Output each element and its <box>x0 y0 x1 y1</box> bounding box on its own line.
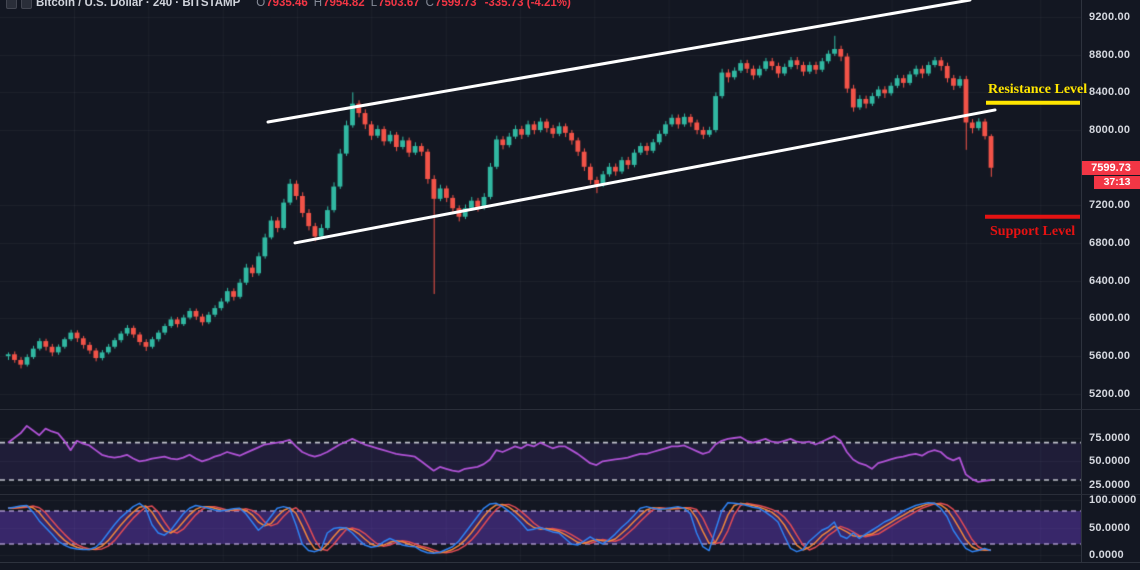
low-label: L <box>370 0 378 9</box>
close-value: 7599.73 <box>434 0 477 9</box>
legend-visibility-icon[interactable] <box>6 0 17 9</box>
time-axis[interactable] <box>0 562 1140 570</box>
price-tick-label: 8000.00 <box>1089 124 1131 137</box>
price-tick-label: 7200.00 <box>1089 199 1131 212</box>
price-tick-label: 6400.00 <box>1089 274 1131 287</box>
change-value: -335.73 (-4.21%) <box>484 0 571 9</box>
open-value: 7935.46 <box>266 0 308 9</box>
stoch-tick-label: 100.0000 <box>1089 494 1137 507</box>
price-tick-label: 8800.00 <box>1089 48 1131 61</box>
rsi-tick-label: 75.0000 <box>1089 432 1131 444</box>
high-label: H <box>313 0 323 9</box>
chart-legend: Bitcoin / U.S. Dollar · 240 · BITSTAMP O… <box>6 0 571 10</box>
legend-menu-icon[interactable] <box>21 0 32 9</box>
price-tick-label: 9200.00 <box>1089 10 1131 23</box>
stoch-tick-label: 50.0000 <box>1089 521 1131 534</box>
open-label: O <box>256 0 266 9</box>
bar-countdown-badge: 37:13 <box>1094 175 1140 189</box>
symbol-title[interactable]: Bitcoin / U.S. Dollar · 240 · BITSTAMP <box>36 0 241 9</box>
rsi-tick-label: 25.0000 <box>1089 478 1131 491</box>
close-label: C <box>425 0 434 9</box>
price-tick-label: 6000.00 <box>1089 312 1131 325</box>
price-tick-label: 6800.00 <box>1089 237 1131 250</box>
last-price-badge: 7599.73 <box>1082 160 1140 175</box>
pane-divider-stoch[interactable] <box>0 494 1140 495</box>
low-value: 7503.67 <box>378 0 420 9</box>
price-tick-label: 5200.00 <box>1089 387 1131 400</box>
pane-divider-rsi[interactable] <box>0 409 1140 410</box>
resistance-label[interactable]: Resistance Level <box>988 81 1088 97</box>
price-axis-border <box>1081 0 1082 562</box>
stoch-tick-label: 0.0000 <box>1089 548 1124 561</box>
support-label[interactable]: Support Level <box>990 223 1076 239</box>
rsi-tick-label: 50.0000 <box>1089 455 1131 468</box>
price-tick-label: 8400.00 <box>1089 86 1131 99</box>
high-value: 7954.82 <box>323 0 365 9</box>
price-tick-label: 5600.00 <box>1089 350 1131 363</box>
